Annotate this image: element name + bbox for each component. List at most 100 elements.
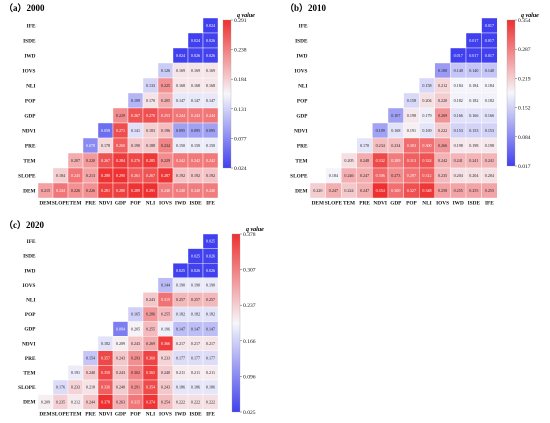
heatmap-cell bbox=[202, 394, 219, 410]
cell-value-label: 0.255 bbox=[454, 188, 463, 193]
cell-value-label: 0.360 bbox=[146, 356, 155, 361]
column-label: TEM bbox=[343, 201, 355, 207]
cell-value-label: 0.288 bbox=[101, 173, 110, 178]
cell-value-label: 0.126 bbox=[161, 68, 170, 73]
row-label: SLOPE bbox=[290, 173, 308, 179]
cell-value-label: 0.235 bbox=[438, 173, 447, 178]
cell-value-label: 0.026 bbox=[191, 53, 200, 58]
cell-value-label: 0.255 bbox=[469, 188, 478, 193]
cell-value-label: 0.204 bbox=[422, 98, 431, 103]
cell-value-label: 0.026 bbox=[206, 53, 215, 58]
cell-value-label: 0.182 bbox=[454, 98, 463, 103]
colorbar-tick-label: 0.291 bbox=[234, 18, 247, 24]
cell-value-label: 0.168 bbox=[206, 83, 215, 88]
cell-value-label: 0.217 bbox=[176, 341, 185, 346]
cell-value-label: 0.153 bbox=[469, 128, 478, 133]
row-label: ISDE bbox=[23, 254, 36, 260]
panel-2000: （a）2000IFEISDEIWDIOVSNLIPOPGDPNDVIPRETEM… bbox=[4, 3, 255, 207]
cell-value-label: 0.243 bbox=[116, 370, 125, 375]
cell-value-label: 0.242 bbox=[191, 158, 200, 163]
cell-value-label: 0.243 bbox=[131, 341, 140, 346]
cell-value-label: 0.332 bbox=[376, 158, 385, 163]
colorbar bbox=[231, 233, 241, 413]
cell-value-label: 0.358 bbox=[101, 370, 110, 375]
cell-value-label: 0.220 bbox=[438, 98, 447, 103]
cell-value-label: 0.242 bbox=[176, 158, 185, 163]
cell-value-label: 0.374 bbox=[146, 399, 155, 404]
cell-value-label: 0.169 bbox=[206, 68, 215, 73]
column-label: NLI bbox=[422, 201, 431, 207]
cell-value-label: 0.025 bbox=[176, 268, 185, 273]
column-label: IWD bbox=[453, 201, 464, 207]
column-label: IOVS bbox=[159, 412, 172, 418]
cell-value-label: 0.267 bbox=[131, 113, 140, 118]
cell-value-label: 0.025 bbox=[191, 253, 200, 258]
colorbar-tick-label: 0.354 bbox=[518, 18, 531, 24]
column-label: ISDE bbox=[468, 201, 481, 207]
row-label: NLI bbox=[26, 83, 35, 89]
column-label: NDVI bbox=[99, 412, 113, 418]
cell-value-label: 0.240 bbox=[161, 188, 170, 193]
cell-value-label: 0.291 bbox=[131, 385, 140, 390]
cell-value-label: 0.109 bbox=[131, 98, 140, 103]
cell-value-label: 0.141 bbox=[131, 128, 140, 133]
cell-value-label: 0.240 bbox=[191, 188, 200, 193]
cell-value-label: 0.190 bbox=[191, 283, 200, 288]
cell-value-label: 0.109 bbox=[376, 128, 385, 133]
cell-value-label: 0.196 bbox=[161, 326, 170, 331]
cell-value-label: 0.253 bbox=[161, 113, 170, 118]
cell-value-label: 0.233 bbox=[161, 356, 170, 361]
cell-value-label: 0.293 bbox=[131, 356, 140, 361]
cell-value-label: 0.165 bbox=[131, 312, 140, 317]
colorbar-tick-label: 0.287 bbox=[518, 47, 531, 53]
row-label: IOVS bbox=[295, 68, 308, 74]
row-label: SLOPE bbox=[18, 385, 36, 391]
cell-value-label: 0.182 bbox=[469, 98, 478, 103]
cell-value-label: 0.260 bbox=[116, 143, 125, 148]
column-label: TEM bbox=[69, 412, 81, 418]
column-label: TEM bbox=[69, 201, 81, 207]
cell-value-label: 0.209 bbox=[116, 341, 125, 346]
row-label: IWD bbox=[24, 268, 35, 274]
cell-value-label: 0.183 bbox=[146, 128, 155, 133]
cell-value-label: 0.222 bbox=[176, 399, 185, 404]
cell-value-label: 0.205 bbox=[161, 98, 170, 103]
row-label: GDP bbox=[296, 113, 308, 119]
cell-value-label: 0.190 bbox=[131, 143, 140, 148]
panel-title: （c）2020 bbox=[4, 220, 44, 230]
panel-2020: （c）2020IFEISDEIWDIOVSNLIPOPGDPNDVIPRETEM… bbox=[4, 220, 264, 418]
row-label: IWD bbox=[296, 53, 307, 59]
cell-value-label: 0.192 bbox=[191, 173, 200, 178]
cell-value-label: 0.287 bbox=[161, 173, 170, 178]
colorbar-tick-label: 0.131 bbox=[234, 107, 247, 113]
cell-value-label: 0.242 bbox=[206, 158, 215, 163]
row-label: GDP bbox=[24, 327, 36, 333]
colorbar-tick-label: 0.307 bbox=[243, 268, 256, 274]
column-label: SLOPE bbox=[52, 201, 70, 207]
cell-value-label: 0.313 bbox=[407, 158, 416, 163]
cell-value-label: 0.218 bbox=[86, 385, 95, 390]
row-label: NDVI bbox=[22, 128, 36, 134]
colorbar-tick-label: 0.024 bbox=[234, 166, 247, 172]
row-label: ISDE bbox=[23, 38, 36, 44]
cell-value-label: 0.158 bbox=[422, 83, 431, 88]
cell-value-label: 0.222 bbox=[438, 128, 447, 133]
cell-value-label: 0.285 bbox=[146, 158, 155, 163]
cell-value-label: 0.198 bbox=[407, 113, 416, 118]
cell-value-label: 0.354 bbox=[146, 385, 155, 390]
cell-value-label: 0.182 bbox=[485, 98, 494, 103]
cell-value-label: 0.178 bbox=[101, 143, 110, 148]
row-label: TEM bbox=[23, 371, 35, 377]
row-label: DEM bbox=[23, 188, 35, 194]
column-label: SLOPE bbox=[52, 412, 70, 418]
cell-value-label: 0.276 bbox=[131, 158, 140, 163]
cell-value-label: 0.211 bbox=[191, 370, 200, 375]
cell-value-label: 0.107 bbox=[391, 113, 400, 118]
cell-value-label: 0.026 bbox=[206, 268, 215, 273]
cell-value-label: 0.270 bbox=[146, 113, 155, 118]
cell-value-label: 0.140 bbox=[485, 68, 494, 73]
column-label: IFE bbox=[206, 412, 215, 418]
cell-value-label: 0.267 bbox=[101, 158, 110, 163]
column-label: ISDE bbox=[189, 201, 202, 207]
cell-value-label: 0.255 bbox=[146, 326, 155, 331]
